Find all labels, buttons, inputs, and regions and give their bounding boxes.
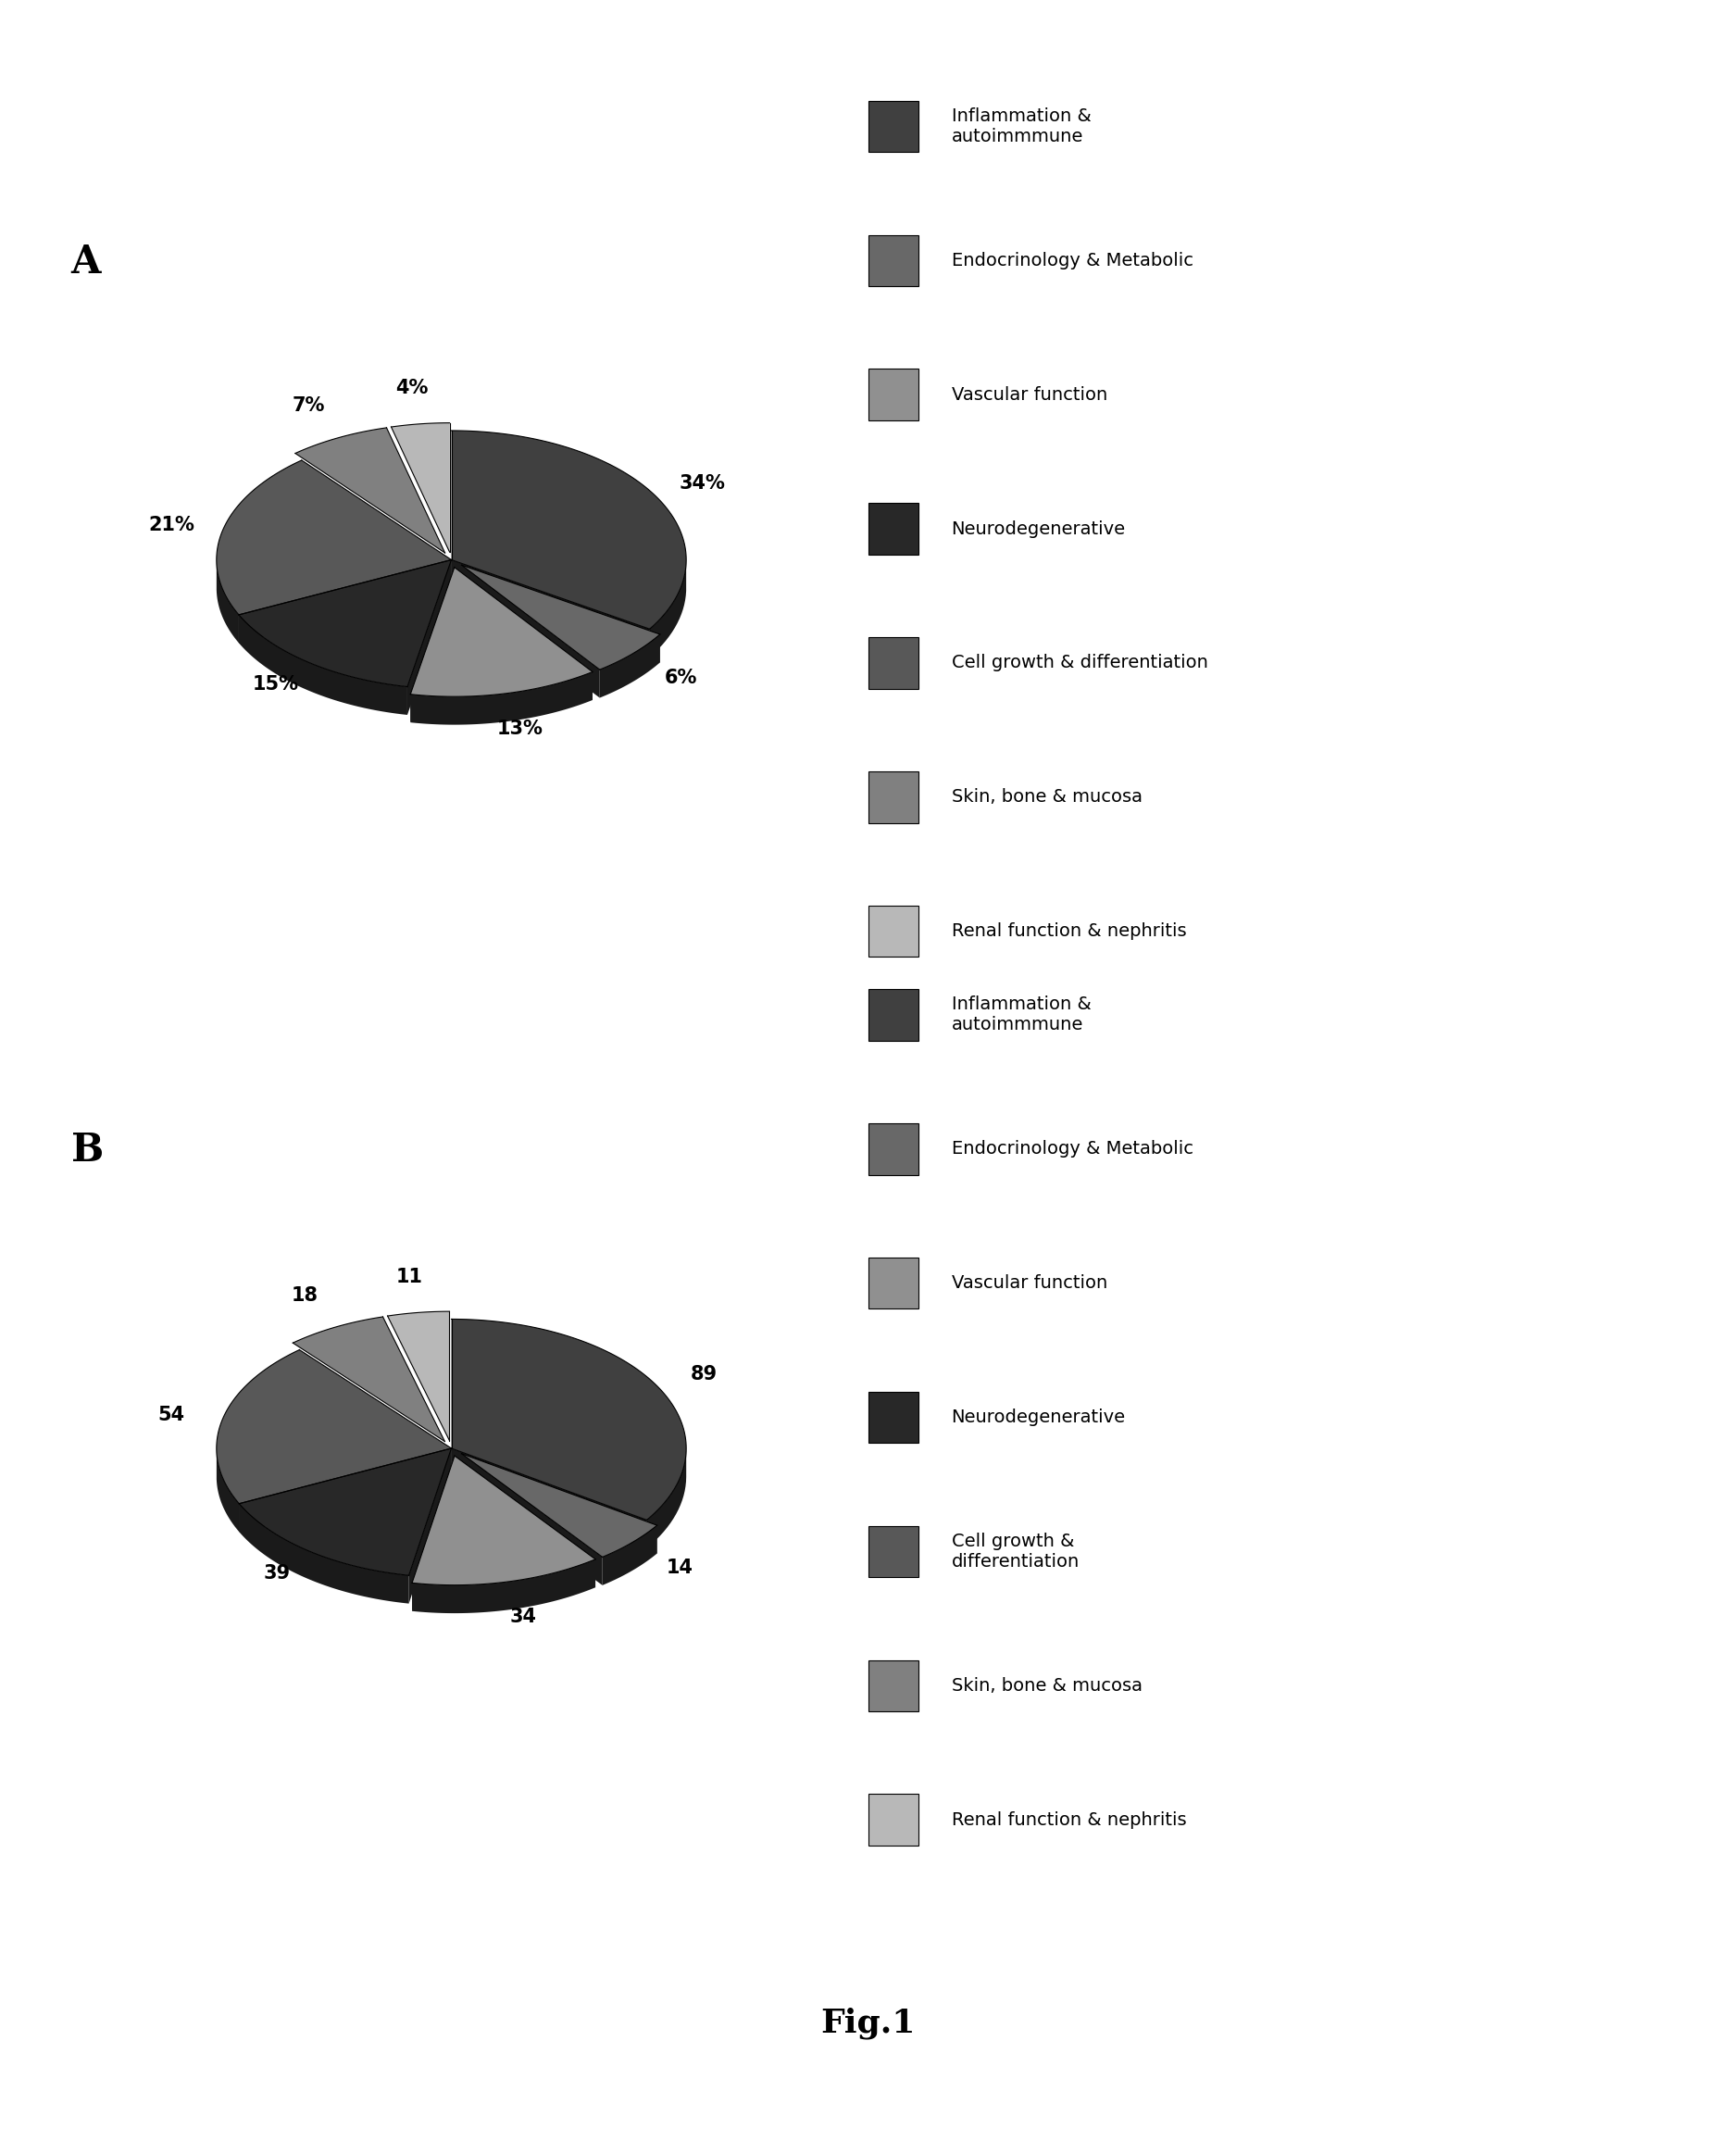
Text: Cell growth & differentiation: Cell growth & differentiation xyxy=(951,655,1208,672)
Polygon shape xyxy=(649,563,686,657)
Text: Inflammation &
autoimmmune: Inflammation & autoimmmune xyxy=(951,996,1090,1034)
Polygon shape xyxy=(391,424,450,552)
Polygon shape xyxy=(410,567,455,722)
Polygon shape xyxy=(462,565,599,698)
Polygon shape xyxy=(451,559,649,657)
Text: 34%: 34% xyxy=(679,475,726,492)
Text: 14: 14 xyxy=(667,1559,693,1576)
Polygon shape xyxy=(648,1449,686,1548)
Bar xyxy=(868,989,918,1041)
Polygon shape xyxy=(410,567,592,696)
Text: Vascular function: Vascular function xyxy=(951,385,1108,403)
Bar xyxy=(868,771,918,822)
Text: Neurodegenerative: Neurodegenerative xyxy=(951,1409,1125,1426)
Polygon shape xyxy=(240,559,451,687)
Text: 54: 54 xyxy=(158,1407,184,1424)
Text: 15%: 15% xyxy=(253,674,299,694)
Bar xyxy=(868,638,918,689)
Bar xyxy=(868,1659,918,1711)
Polygon shape xyxy=(240,1447,451,1576)
Text: 4%: 4% xyxy=(396,379,429,398)
Text: 13%: 13% xyxy=(496,719,543,739)
Polygon shape xyxy=(408,559,451,715)
Text: Cell growth &
differentiation: Cell growth & differentiation xyxy=(951,1533,1080,1571)
Text: Skin, bone & mucosa: Skin, bone & mucosa xyxy=(951,1676,1142,1694)
Text: 6%: 6% xyxy=(665,668,698,687)
Bar xyxy=(868,1794,918,1846)
Polygon shape xyxy=(240,1503,410,1604)
Polygon shape xyxy=(451,1447,648,1548)
Polygon shape xyxy=(462,1454,602,1584)
Text: 11: 11 xyxy=(396,1267,424,1287)
Bar xyxy=(868,1527,918,1578)
Polygon shape xyxy=(451,1319,686,1520)
Bar xyxy=(868,368,918,420)
Text: B: B xyxy=(71,1130,104,1169)
Polygon shape xyxy=(240,1447,451,1531)
Text: Fig.1: Fig.1 xyxy=(821,2008,915,2038)
Text: 39: 39 xyxy=(264,1565,290,1582)
Polygon shape xyxy=(217,1452,240,1531)
Polygon shape xyxy=(411,1559,595,1612)
Text: Renal function & nephritis: Renal function & nephritis xyxy=(951,1811,1186,1828)
Bar xyxy=(868,503,918,555)
Polygon shape xyxy=(217,460,451,614)
Text: Endocrinology & Metabolic: Endocrinology & Metabolic xyxy=(951,1141,1193,1158)
Text: A: A xyxy=(71,242,101,280)
Polygon shape xyxy=(411,1456,455,1612)
Polygon shape xyxy=(410,1447,451,1604)
Polygon shape xyxy=(602,1524,656,1584)
Bar xyxy=(868,906,918,957)
Polygon shape xyxy=(217,561,240,642)
Text: 7%: 7% xyxy=(292,396,325,415)
Text: 21%: 21% xyxy=(149,516,194,535)
Polygon shape xyxy=(240,1447,451,1531)
Bar xyxy=(868,1392,918,1443)
Polygon shape xyxy=(410,672,592,726)
Text: 89: 89 xyxy=(691,1364,717,1383)
Text: Skin, bone & mucosa: Skin, bone & mucosa xyxy=(951,788,1142,805)
Polygon shape xyxy=(295,428,444,552)
Text: Renal function & nephritis: Renal function & nephritis xyxy=(951,923,1186,940)
Polygon shape xyxy=(462,565,660,662)
Polygon shape xyxy=(599,634,660,698)
Bar xyxy=(868,1257,918,1308)
Text: Vascular function: Vascular function xyxy=(951,1274,1108,1291)
Polygon shape xyxy=(462,1454,656,1554)
Bar xyxy=(868,236,918,287)
Polygon shape xyxy=(462,565,660,670)
Polygon shape xyxy=(387,1312,450,1441)
Text: Neurodegenerative: Neurodegenerative xyxy=(951,520,1125,537)
Polygon shape xyxy=(240,559,451,642)
Polygon shape xyxy=(240,614,408,715)
Polygon shape xyxy=(411,1456,595,1584)
Bar xyxy=(868,1124,918,1175)
Text: Endocrinology & Metabolic: Endocrinology & Metabolic xyxy=(951,253,1193,270)
Polygon shape xyxy=(462,1454,656,1557)
Polygon shape xyxy=(455,1456,595,1586)
Bar xyxy=(868,101,918,152)
Text: Inflammation &
autoimmmune: Inflammation & autoimmmune xyxy=(951,107,1090,146)
Polygon shape xyxy=(451,430,686,629)
Polygon shape xyxy=(240,559,451,642)
Polygon shape xyxy=(293,1317,444,1441)
Text: 18: 18 xyxy=(292,1287,318,1304)
Text: 34: 34 xyxy=(510,1608,536,1627)
Polygon shape xyxy=(217,1349,451,1503)
Polygon shape xyxy=(455,567,592,700)
